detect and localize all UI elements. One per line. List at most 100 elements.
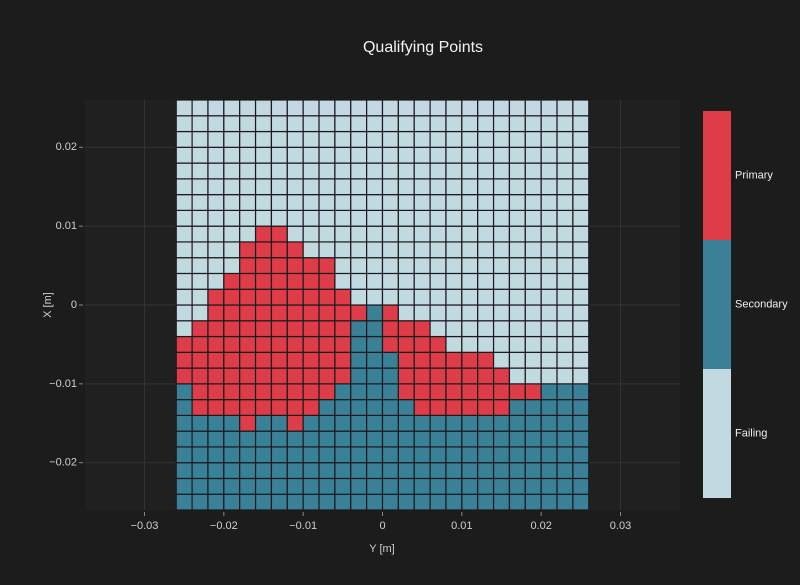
- heatmap-cell: [381, 477, 399, 495]
- heatmap-cell: [413, 414, 431, 432]
- heatmap-cell: [175, 99, 193, 117]
- heatmap-cell: [477, 288, 495, 306]
- heatmap-cell: [302, 304, 320, 322]
- y-tick-label: −0.02: [49, 457, 77, 469]
- heatmap-cell: [270, 383, 288, 401]
- heatmap-cell: [350, 304, 368, 322]
- heatmap-cell: [461, 383, 479, 401]
- heatmap-cell: [524, 130, 542, 148]
- heatmap-cell: [445, 115, 463, 133]
- heatmap-cell: [350, 351, 368, 369]
- heatmap-cell: [461, 130, 479, 148]
- heatmap-cell: [302, 430, 320, 448]
- heatmap-cell: [191, 146, 209, 164]
- heatmap-cell: [572, 194, 590, 211]
- heatmap-cell: [381, 99, 399, 117]
- heatmap-cell: [239, 351, 257, 369]
- heatmap-cell: [540, 209, 558, 227]
- heatmap-cell: [492, 304, 511, 322]
- heatmap-cell: [572, 288, 590, 306]
- heatmap-cell: [429, 351, 447, 369]
- heatmap-cell: [397, 304, 415, 322]
- heatmap-cell: [286, 162, 304, 180]
- heatmap-cell: [302, 194, 320, 211]
- heatmap-cell: [492, 146, 511, 164]
- heatmap-cell: [191, 257, 209, 275]
- heatmap-cell: [254, 477, 273, 495]
- heatmap-cell: [302, 209, 320, 227]
- heatmap-cell: [366, 209, 384, 227]
- heatmap-cell: [461, 115, 479, 133]
- heatmap-cell: [540, 241, 558, 259]
- heatmap-cell: [381, 288, 399, 306]
- heatmap-cell: [492, 288, 511, 306]
- heatmap-cell: [508, 130, 526, 148]
- heatmap-cell: [366, 241, 384, 259]
- heatmap-cell: [413, 493, 431, 511]
- heatmap-cell: [223, 477, 241, 495]
- heatmap-cell: [429, 462, 447, 480]
- heatmap-cell: [381, 304, 399, 322]
- heatmap-cell: [524, 162, 542, 180]
- heatmap-cell: [318, 367, 336, 385]
- heatmap-cell: [524, 288, 542, 306]
- heatmap-cell: [350, 288, 368, 306]
- heatmap-cell: [524, 209, 542, 227]
- heatmap-cell: [223, 225, 241, 243]
- heatmap-cell: [445, 241, 463, 259]
- heatmap-cell: [524, 241, 542, 259]
- heatmap-cell: [445, 178, 463, 196]
- heatmap-cell: [175, 477, 193, 495]
- colorbar-label: Secondary: [735, 298, 788, 310]
- heatmap-cell: [191, 304, 209, 322]
- heatmap-cell: [254, 462, 273, 480]
- heatmap-cell: [254, 257, 273, 275]
- heatmap-cell: [461, 288, 479, 306]
- heatmap-cell: [239, 241, 257, 259]
- heatmap-cell: [270, 430, 288, 448]
- x-tick-label: 0: [379, 520, 385, 532]
- heatmap-cell: [223, 115, 241, 133]
- heatmap-cell: [477, 304, 495, 322]
- heatmap-cell: [302, 320, 320, 338]
- heatmap-cell: [223, 383, 241, 401]
- heatmap-cell: [445, 399, 463, 416]
- heatmap-cell: [254, 493, 273, 511]
- heatmap-cell: [207, 194, 225, 211]
- heatmap-cell: [413, 430, 431, 448]
- heatmap-cell: [556, 399, 574, 416]
- heatmap-cell: [254, 272, 273, 290]
- heatmap-cell: [461, 178, 479, 196]
- heatmap-cell: [508, 99, 526, 117]
- heatmap-cell: [207, 383, 225, 401]
- heatmap-cell: [191, 209, 209, 227]
- heatmap-cell: [191, 162, 209, 180]
- heatmap-cell: [492, 241, 511, 259]
- heatmap-cell: [556, 288, 574, 306]
- heatmap-cell: [381, 241, 399, 259]
- heatmap-cell: [445, 146, 463, 164]
- heatmap-cell: [302, 477, 320, 495]
- heatmap-cell: [191, 115, 209, 133]
- heatmap-cell: [397, 178, 415, 196]
- heatmap-cell: [445, 414, 463, 432]
- heatmap-cell: [524, 383, 542, 401]
- heatmap-cell: [556, 493, 574, 511]
- heatmap-cell: [461, 414, 479, 432]
- heatmap-cell: [286, 477, 304, 495]
- heatmap-cell: [366, 414, 384, 432]
- heatmap-cell: [318, 99, 336, 117]
- heatmap-cell: [572, 225, 590, 243]
- heatmap-cell: [492, 320, 511, 338]
- heatmap-cell: [350, 209, 368, 227]
- heatmap-cell: [207, 462, 225, 480]
- heatmap-cell: [366, 351, 384, 369]
- heatmap-cell: [492, 194, 511, 211]
- heatmap-cell: [556, 477, 574, 495]
- heatmap-cell: [270, 99, 288, 117]
- heatmap-cell: [556, 414, 574, 432]
- heatmap-cell: [223, 367, 241, 385]
- heatmap-cell: [477, 257, 495, 275]
- heatmap-cell: [334, 367, 352, 385]
- heatmap-cell: [191, 493, 209, 511]
